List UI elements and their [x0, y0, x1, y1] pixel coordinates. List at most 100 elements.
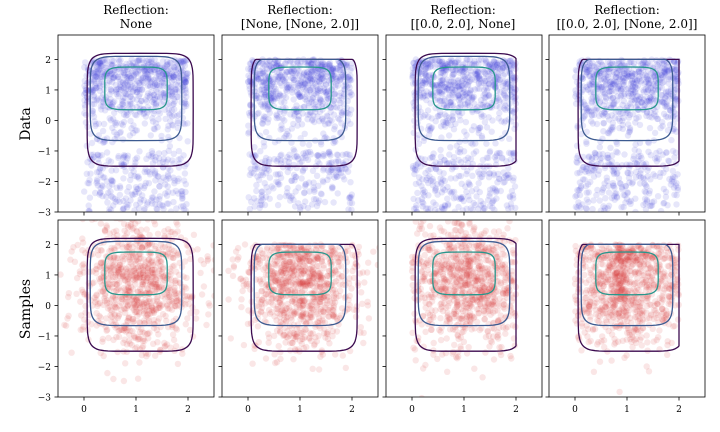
- point: [111, 67, 118, 74]
- point: [600, 75, 608, 83]
- point: [132, 188, 139, 195]
- point: [107, 257, 115, 264]
- point: [140, 79, 147, 87]
- point: [431, 187, 439, 194]
- point: [635, 82, 642, 89]
- point: [81, 91, 88, 98]
- point: [170, 174, 177, 181]
- point: [336, 77, 343, 84]
- contour-outer: [250, 58, 358, 167]
- point: [511, 183, 519, 190]
- point: [653, 57, 660, 64]
- point: [258, 301, 265, 308]
- point: [334, 82, 342, 89]
- point: [646, 124, 654, 132]
- point: [445, 81, 452, 89]
- point: [331, 103, 338, 111]
- point: [491, 76, 498, 84]
- point: [583, 106, 590, 113]
- point: [665, 76, 672, 83]
- point: [455, 203, 462, 211]
- point: [267, 62, 274, 70]
- point: [506, 57, 514, 65]
- point: [327, 152, 334, 159]
- point: [324, 167, 331, 174]
- point: [436, 168, 443, 175]
- point: [287, 111, 294, 118]
- point: [480, 87, 488, 94]
- point: [633, 115, 640, 122]
- point: [302, 326, 309, 333]
- point: [180, 177, 188, 184]
- point: [645, 87, 652, 94]
- row-label-samples: Samples: [18, 279, 34, 339]
- point: [422, 72, 429, 79]
- point: [320, 165, 327, 172]
- point: [477, 101, 484, 108]
- point: [254, 323, 262, 330]
- point: [262, 91, 269, 99]
- point: [148, 197, 155, 204]
- point: [160, 98, 167, 105]
- point: [455, 79, 462, 87]
- point: [485, 80, 493, 87]
- point: [263, 97, 270, 105]
- point: [338, 111, 345, 119]
- point: [297, 304, 304, 311]
- point: [145, 180, 153, 187]
- point: [458, 67, 465, 75]
- point: [104, 326, 111, 333]
- point: [124, 302, 132, 309]
- point: [166, 175, 173, 182]
- point: [279, 281, 286, 288]
- point: [577, 184, 585, 192]
- point: [471, 100, 478, 108]
- point: [656, 59, 663, 66]
- point: [99, 62, 106, 69]
- point: [443, 80, 450, 88]
- point: [165, 292, 173, 299]
- point: [312, 67, 320, 75]
- point: [103, 224, 111, 231]
- point: [307, 309, 315, 316]
- point: [166, 111, 174, 119]
- point: [410, 205, 418, 212]
- point: [139, 74, 147, 81]
- point: [306, 329, 314, 336]
- point: [115, 327, 122, 334]
- point: [85, 180, 93, 187]
- point: [301, 79, 309, 86]
- point: [97, 75, 104, 83]
- point: [143, 277, 150, 284]
- point: [624, 170, 632, 177]
- point: [314, 152, 321, 159]
- point: [134, 293, 141, 301]
- point: [448, 57, 456, 65]
- point: [169, 228, 176, 236]
- point: [309, 116, 316, 123]
- point: [148, 259, 155, 266]
- point: [247, 165, 254, 173]
- point: [576, 179, 584, 186]
- point: [97, 189, 104, 196]
- point: [123, 204, 131, 211]
- point: [181, 120, 188, 128]
- point: [652, 113, 659, 120]
- point: [136, 359, 143, 366]
- point: [114, 255, 122, 262]
- point: [125, 313, 133, 321]
- point: [183, 160, 190, 168]
- point: [99, 70, 106, 77]
- point: [120, 69, 127, 77]
- point: [129, 328, 136, 335]
- point: [418, 195, 426, 202]
- point: [330, 72, 337, 79]
- point: [421, 77, 428, 84]
- point: [287, 58, 294, 65]
- point: [150, 273, 157, 281]
- point: [115, 93, 122, 100]
- point: [88, 139, 96, 147]
- point: [126, 132, 134, 139]
- point: [303, 97, 310, 105]
